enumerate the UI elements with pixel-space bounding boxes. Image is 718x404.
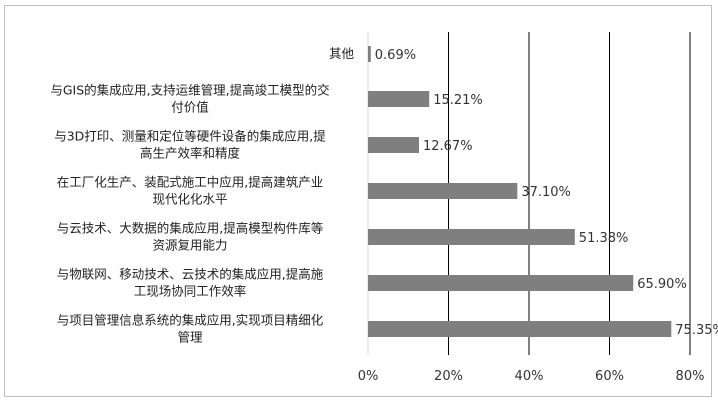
category-label: 现代化化水平	[152, 192, 227, 207]
bar	[368, 229, 575, 245]
bar	[368, 46, 371, 62]
x-tick-label: 0%	[358, 369, 379, 384]
value-label: 0.69%	[375, 48, 416, 63]
category-label: 与GIS的集成应用,支持运维管理,提高竣工模型的交	[50, 83, 329, 98]
x-tick-label: 60%	[595, 369, 624, 384]
bar	[368, 91, 430, 107]
x-tick-label: 40%	[515, 369, 544, 384]
value-label: 65.90%	[637, 277, 687, 292]
category-label: 在工厂化生产、装配式施工中应用,提高建筑产业	[57, 175, 323, 190]
value-label: 51.38%	[579, 231, 629, 246]
category-labels: 其他与GIS的集成应用,支持运维管理,提高竣工模型的交付价值与3D打印、测量和定…	[50, 46, 354, 345]
value-label: 75.35%	[675, 323, 718, 338]
value-label: 15.21%	[433, 93, 483, 108]
bar	[368, 321, 672, 337]
x-tick-label: 20%	[434, 369, 463, 384]
value-labels: 0.69% 15.21% 12.67% 37.10% 51.38% 65.90% 75.35…	[375, 48, 718, 338]
x-tick-labels: 0% 20% 40% 60% 80%	[358, 369, 705, 384]
category-label: 管理	[177, 330, 203, 345]
category-label: 与物联网、移动技术、云技术的集成应用,提高施	[57, 267, 324, 282]
value-label: 37.10%	[521, 185, 571, 200]
category-label: 与云技术、大数据的集成应用,提高模型构件库等	[57, 221, 323, 236]
bar	[368, 137, 419, 153]
category-label: 与3D打印、测量和定位等硬件设备的集成应用,提	[54, 129, 326, 144]
category-label: 高生产效率和精度	[140, 146, 241, 161]
bar	[368, 183, 518, 199]
category-label: 资源复用能力	[152, 238, 227, 253]
x-tick-label: 80%	[676, 369, 705, 384]
category-label: 其他	[329, 46, 355, 61]
bars	[368, 46, 672, 337]
category-label: 与项目管理信息系统的集成应用,实现项目精细化	[57, 313, 324, 328]
bar	[368, 275, 634, 291]
category-label: 付价值	[171, 100, 209, 115]
value-label: 12.67%	[423, 139, 473, 154]
category-label: 工现场协同工作效率	[134, 284, 247, 299]
